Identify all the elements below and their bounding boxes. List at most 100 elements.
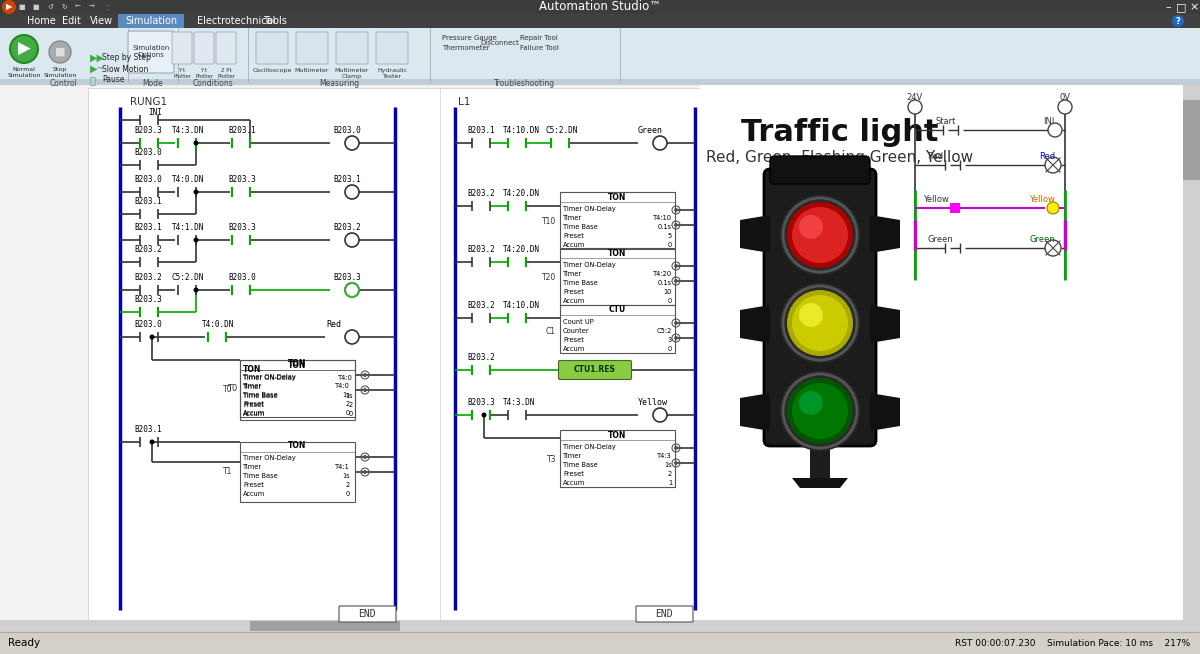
Text: Preset: Preset — [563, 471, 584, 477]
Text: Red: Red — [928, 152, 943, 161]
Text: T10: T10 — [541, 218, 556, 226]
Text: Green: Green — [1030, 235, 1055, 244]
Text: –: – — [1165, 2, 1171, 12]
Text: B203.2: B203.2 — [334, 223, 361, 232]
Bar — [810, 440, 830, 480]
Text: Timer: Timer — [242, 383, 262, 389]
Text: Accum: Accum — [242, 410, 265, 416]
Text: INI: INI — [148, 108, 162, 117]
Bar — [560, 248, 674, 305]
Text: Slow Motion: Slow Motion — [102, 65, 149, 73]
Text: ■: ■ — [55, 47, 65, 57]
FancyBboxPatch shape — [336, 32, 368, 64]
Text: B203.1: B203.1 — [134, 223, 162, 232]
Text: T20: T20 — [541, 273, 556, 283]
Text: Start: Start — [935, 117, 955, 126]
Circle shape — [799, 391, 823, 415]
Bar — [440, 88, 702, 620]
Circle shape — [1046, 202, 1060, 214]
Text: 0: 0 — [667, 298, 672, 304]
Text: B203.3: B203.3 — [134, 126, 162, 135]
FancyBboxPatch shape — [296, 32, 328, 64]
Text: Accum: Accum — [242, 491, 265, 497]
Text: B203.2: B203.2 — [467, 353, 494, 362]
Circle shape — [1172, 15, 1184, 27]
Text: T4:10.DN: T4:10.DN — [503, 301, 540, 310]
Text: CTU1.RES: CTU1.RES — [574, 366, 616, 375]
Text: Red, Green, Flashing Green, Yellow: Red, Green, Flashing Green, Yellow — [707, 150, 973, 165]
Text: B203.3: B203.3 — [228, 175, 256, 184]
Text: TON: TON — [608, 192, 626, 201]
Text: T4:1.DN: T4:1.DN — [172, 223, 204, 232]
Bar — [250, 621, 400, 631]
Circle shape — [674, 321, 678, 325]
Polygon shape — [870, 393, 900, 431]
Text: RST 00:00:07.230    Simulation Pace: 10 ms    217%: RST 00:00:07.230 Simulation Pace: 10 ms … — [955, 638, 1190, 647]
Text: B203.3: B203.3 — [467, 398, 494, 407]
Bar — [240, 360, 355, 420]
Text: END: END — [655, 609, 673, 619]
Bar — [700, 85, 1183, 620]
Bar — [118, 14, 184, 28]
Bar — [88, 88, 448, 620]
Text: Oscilloscope: Oscilloscope — [252, 68, 292, 73]
Text: Y t
Plotter: Y t Plotter — [173, 68, 191, 78]
FancyBboxPatch shape — [636, 606, 694, 622]
Text: C5:2.DN: C5:2.DN — [172, 273, 204, 282]
Text: 2: 2 — [346, 401, 350, 407]
Text: Failure Tool: Failure Tool — [520, 45, 559, 51]
Text: END: END — [358, 609, 376, 619]
Bar — [950, 203, 960, 213]
Text: T4:3: T4:3 — [658, 453, 672, 459]
Text: B203.1: B203.1 — [228, 126, 256, 135]
Text: 2 Pt
Plotter: 2 Pt Plotter — [217, 68, 235, 78]
Text: B203.3: B203.3 — [134, 295, 162, 304]
Text: Multimeter: Multimeter — [295, 68, 329, 73]
Circle shape — [674, 208, 678, 212]
Text: Pressure Gauge: Pressure Gauge — [442, 35, 497, 41]
Text: Y t
Plotter: Y t Plotter — [194, 68, 214, 78]
Circle shape — [674, 223, 678, 227]
Bar — [240, 360, 355, 417]
Text: Tools: Tools — [263, 16, 287, 26]
Text: Time Base: Time Base — [242, 473, 277, 479]
Text: ⏸: ⏸ — [90, 75, 96, 85]
Bar — [1183, 85, 1200, 632]
Text: Accum: Accum — [563, 346, 586, 352]
Text: ?: ? — [1176, 16, 1181, 26]
Text: Disconnect: Disconnect — [480, 40, 518, 46]
Polygon shape — [740, 305, 770, 343]
Polygon shape — [870, 305, 900, 343]
Circle shape — [193, 237, 198, 243]
Text: Simulation
Options: Simulation Options — [132, 46, 169, 58]
Polygon shape — [740, 393, 770, 431]
Circle shape — [799, 215, 823, 239]
Text: Timer: Timer — [563, 453, 582, 459]
Text: 2: 2 — [349, 402, 353, 408]
Text: C5:2: C5:2 — [656, 328, 672, 334]
Text: B203.2: B203.2 — [467, 245, 494, 254]
Text: Edit: Edit — [62, 16, 82, 26]
Circle shape — [674, 461, 678, 465]
Circle shape — [674, 264, 678, 268]
Text: Automation Studio™: Automation Studio™ — [539, 1, 661, 14]
Text: T4:0: T4:0 — [335, 383, 350, 389]
Text: 0: 0 — [667, 242, 672, 248]
Bar — [560, 192, 674, 249]
Text: ■: ■ — [19, 4, 25, 10]
Text: ▶~: ▶~ — [90, 64, 106, 74]
Text: B203.3: B203.3 — [334, 273, 361, 282]
FancyBboxPatch shape — [128, 31, 174, 73]
Bar — [0, 79, 1200, 85]
Text: Mode: Mode — [143, 79, 163, 88]
Text: View: View — [90, 16, 113, 26]
Bar — [0, 14, 1200, 28]
Text: Red: Red — [326, 320, 341, 329]
Text: Electrotechnical: Electrotechnical — [197, 16, 276, 26]
Text: T1: T1 — [223, 468, 232, 477]
Circle shape — [2, 0, 16, 14]
Bar — [240, 442, 355, 502]
Circle shape — [780, 371, 860, 451]
Text: Timer ON-Delay: Timer ON-Delay — [563, 262, 616, 268]
Text: CTU: CTU — [608, 305, 625, 315]
